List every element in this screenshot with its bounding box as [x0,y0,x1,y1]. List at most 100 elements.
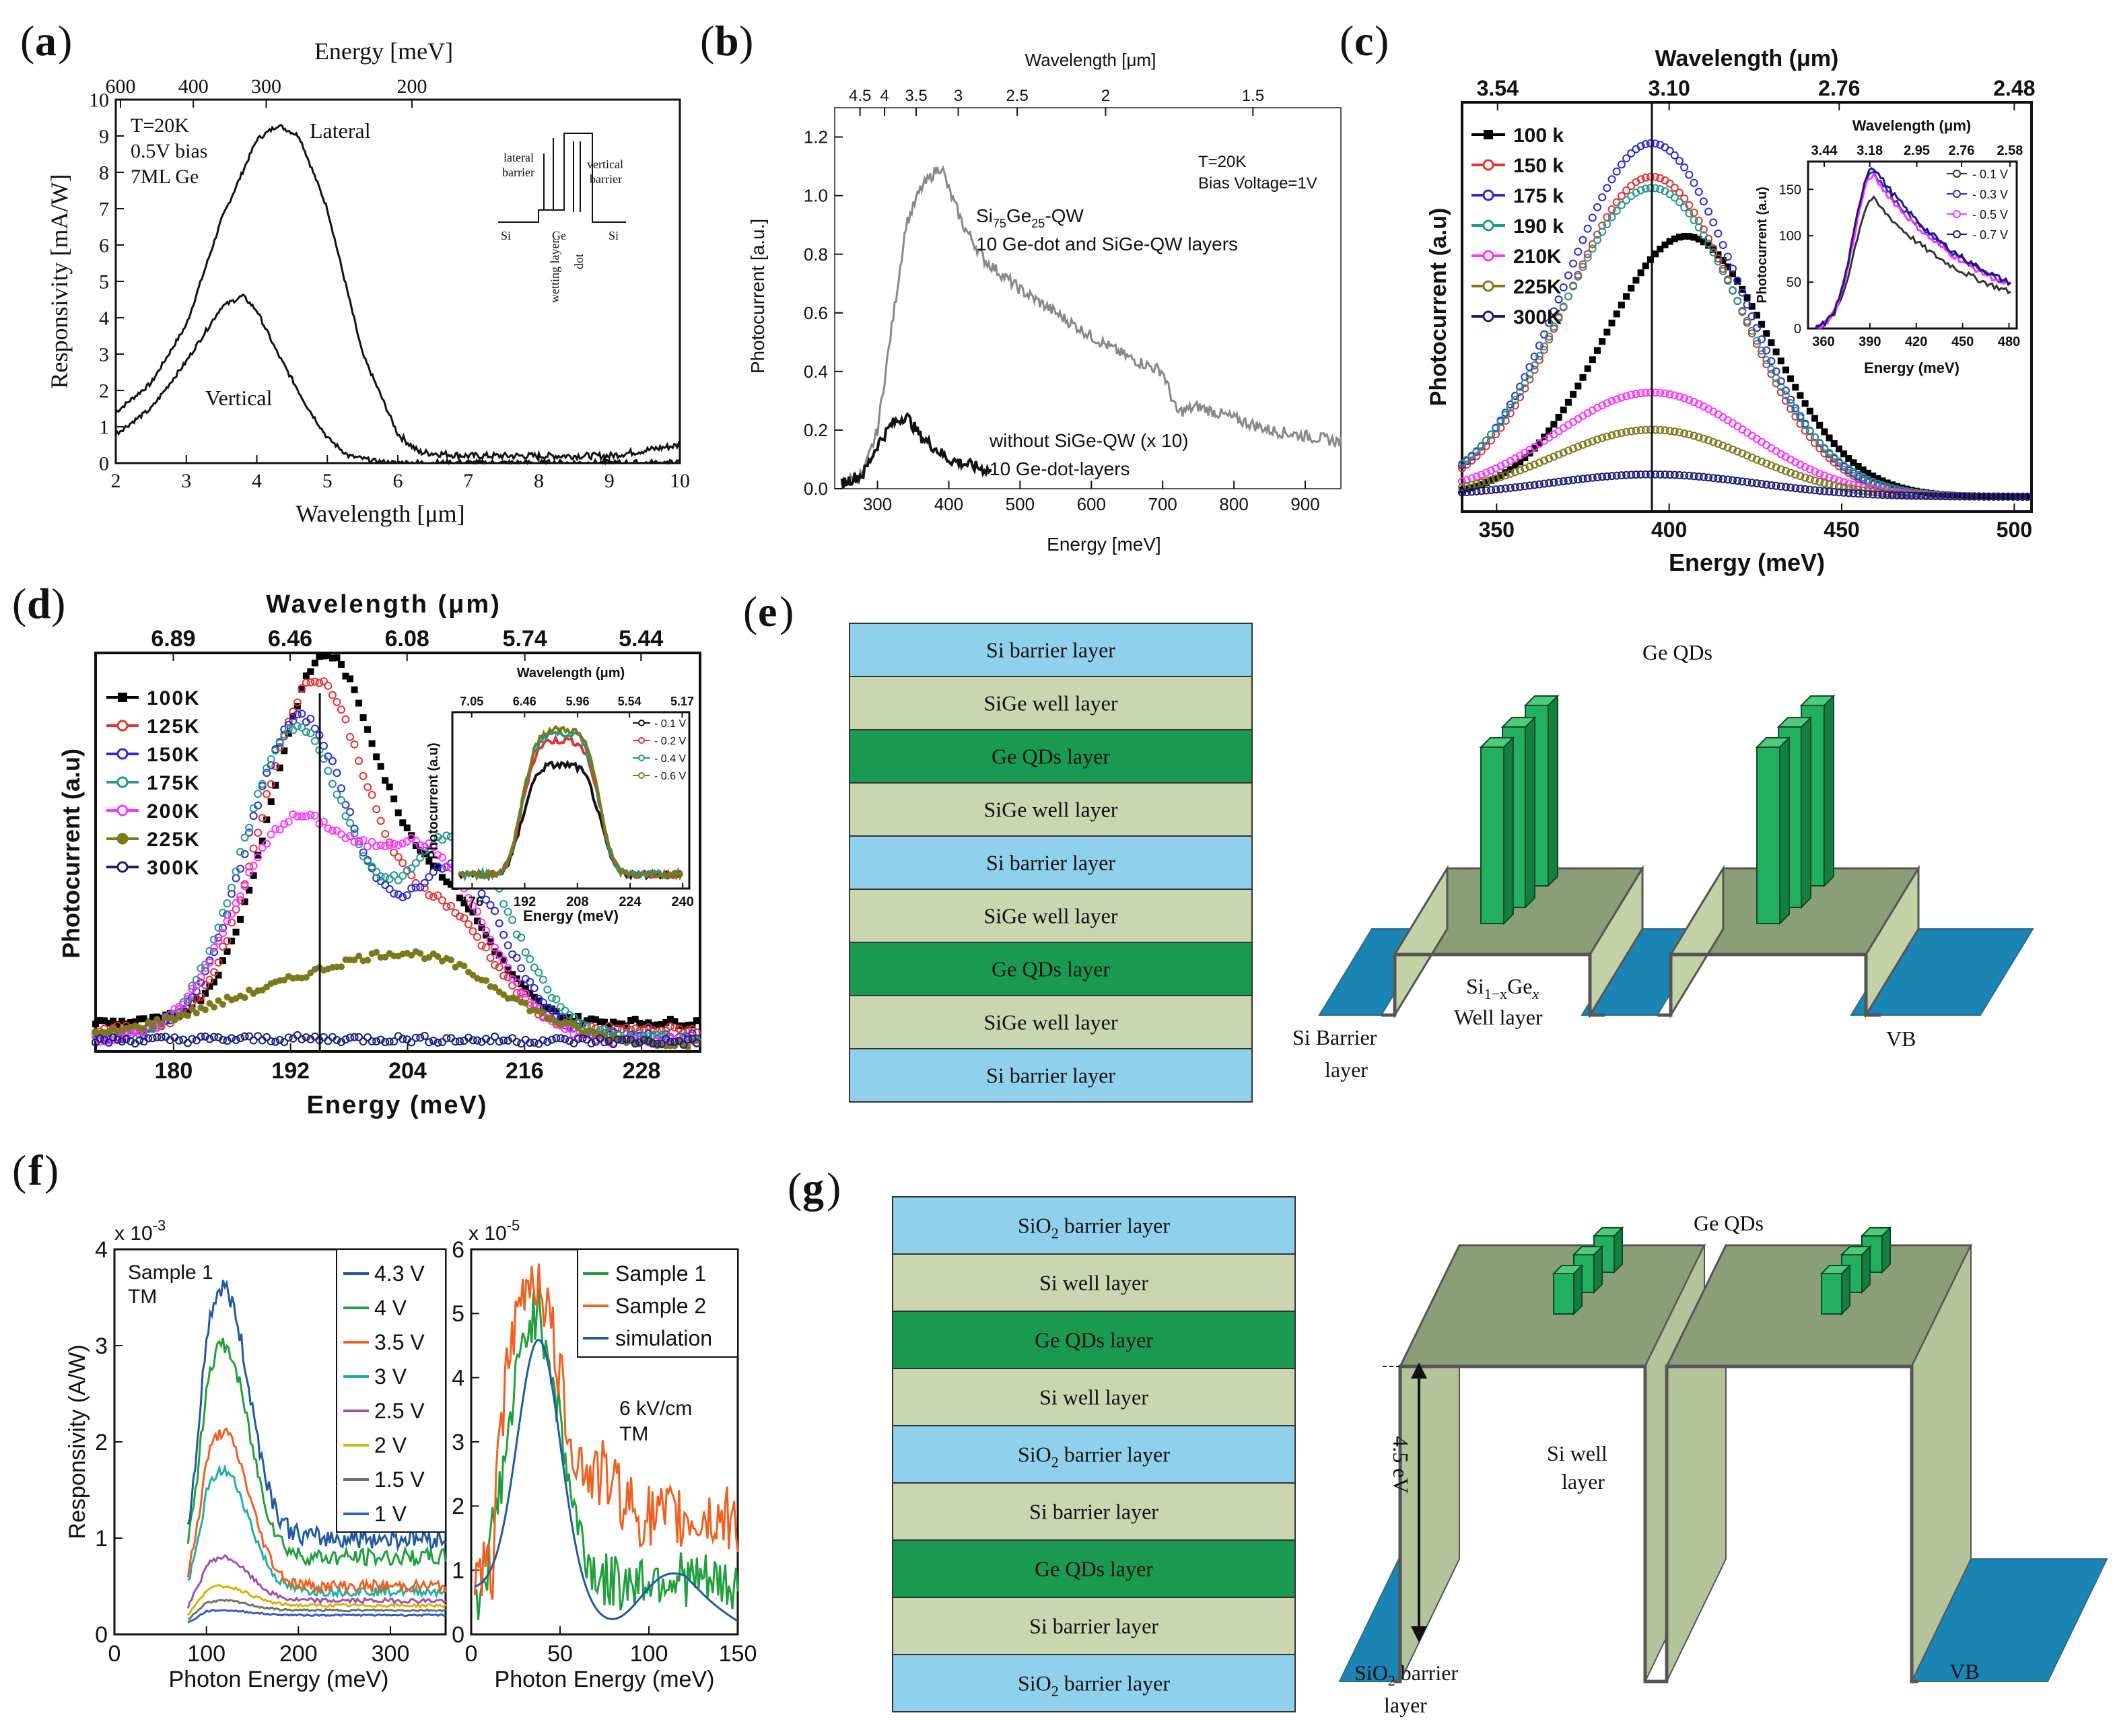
marker-4 [346,832,355,841]
marker-3 [1588,244,1597,253]
marker-3 [442,831,451,840]
marker-2 [1767,357,1776,366]
marker-0 [544,1004,551,1011]
marker-1 [1699,225,1708,234]
marker-6 [613,1035,622,1044]
pillar-front [1480,747,1504,924]
marker-0 [574,1012,582,1020]
marker-2 [407,884,416,893]
marker-5 [1574,442,1583,451]
marker-6 [495,1037,504,1046]
pillar-top [1500,717,1537,728]
panel-f-right-x-label: Photon Energy (meV) [495,1667,715,1692]
marker-6 [341,1035,350,1044]
panel-e-label-barrier: Si Barrier [1292,1025,1377,1049]
marker-3 [1603,220,1611,229]
marker-5 [1583,439,1592,448]
y-tick-label: 0.0 [804,479,828,499]
marker-0 [627,1017,635,1025]
marker-0 [149,1013,156,1020]
panel-c-top-axis-label: Wavelength (μm) [1655,46,1839,71]
marker-2 [1699,197,1708,206]
pillar-side [1824,694,1834,888]
marker-0 [684,1021,691,1029]
marker-1 [1811,438,1819,447]
marker-0 [654,1021,661,1029]
marker-6 [1907,491,1916,500]
marker-5 [1477,478,1486,487]
marker-4 [328,826,337,835]
marker-3 [1579,263,1587,271]
marker-0 [123,1020,130,1028]
marker-3 [1530,361,1539,370]
marker-5 [193,1010,200,1017]
marker-3 [1511,396,1519,405]
marker-6 [574,1035,582,1043]
pillar-front [1553,1273,1574,1315]
marker-0 [478,924,485,931]
marker-6 [1516,483,1525,491]
marker-4 [521,989,530,998]
marker-0 [1826,434,1833,442]
legend-label: 300K [147,857,201,879]
marker-1 [228,918,236,927]
marker-5 [1796,472,1805,481]
marker-0 [530,994,538,1001]
marker-1 [670,1023,679,1032]
marker-3 [183,995,192,1004]
marker-3 [561,1006,569,1015]
marker-6 [1859,489,1867,498]
marker-0 [1845,455,1852,462]
marker-6 [688,1035,697,1043]
marker-1 [223,936,232,945]
legend-label: 225K [1513,276,1562,298]
marker-3 [530,963,539,972]
marker-0 [443,878,450,886]
panel-b-note-temp: T=20K [1198,153,1246,171]
marker-6 [434,1039,442,1047]
panel-d-inset-top-label: Wavelength (μm) [517,666,625,681]
panel-a-note-temp: T=20K [131,114,189,137]
marker-6 [135,1036,144,1045]
marker-6 [127,1037,135,1046]
top-tick-label: 5.44 [619,626,663,652]
marker-6 [1593,473,1601,482]
layer-label: SiO2 barrier layer [1018,1443,1170,1471]
marker-0 [1652,250,1659,258]
marker-3 [1636,186,1645,195]
marker-5 [500,991,508,998]
layer-label: Ge QDs layer [992,957,1110,981]
marker-2 [1743,300,1752,309]
top-tick-label: 2.95 [1904,143,1930,158]
marker-1 [333,697,341,706]
marker-4 [192,981,201,990]
marker-3 [1559,302,1568,311]
marker-3 [1564,292,1572,301]
marker-0 [1676,234,1684,241]
marker-6 [1796,485,1805,493]
marker-0 [610,1018,617,1026]
marker-1 [1670,183,1679,192]
marker-5 [1656,425,1665,434]
marker-0 [1488,477,1495,484]
marker-1 [1675,188,1684,197]
marker-1 [315,679,324,687]
marker-5 [1680,429,1689,438]
marker-0 [1700,238,1707,246]
top-tick-label: 3.5 [905,87,927,105]
marker-6 [639,1035,648,1044]
marker-3 [648,1031,657,1039]
marker-5 [373,948,380,956]
marker-6 [1752,479,1761,488]
marker-3 [653,1031,662,1039]
marker-3 [1743,316,1752,325]
marker-6 [1878,491,1887,499]
marker-0 [1768,339,1775,347]
marker-3 [534,968,543,977]
marker-0 [324,652,332,660]
panel-g-label-vb: VB [1949,1659,1979,1683]
marker-5 [215,997,222,1004]
marker-3 [1811,433,1819,442]
top-tick-label: 2.5 [1006,87,1028,105]
marker-6 [1883,491,1892,499]
